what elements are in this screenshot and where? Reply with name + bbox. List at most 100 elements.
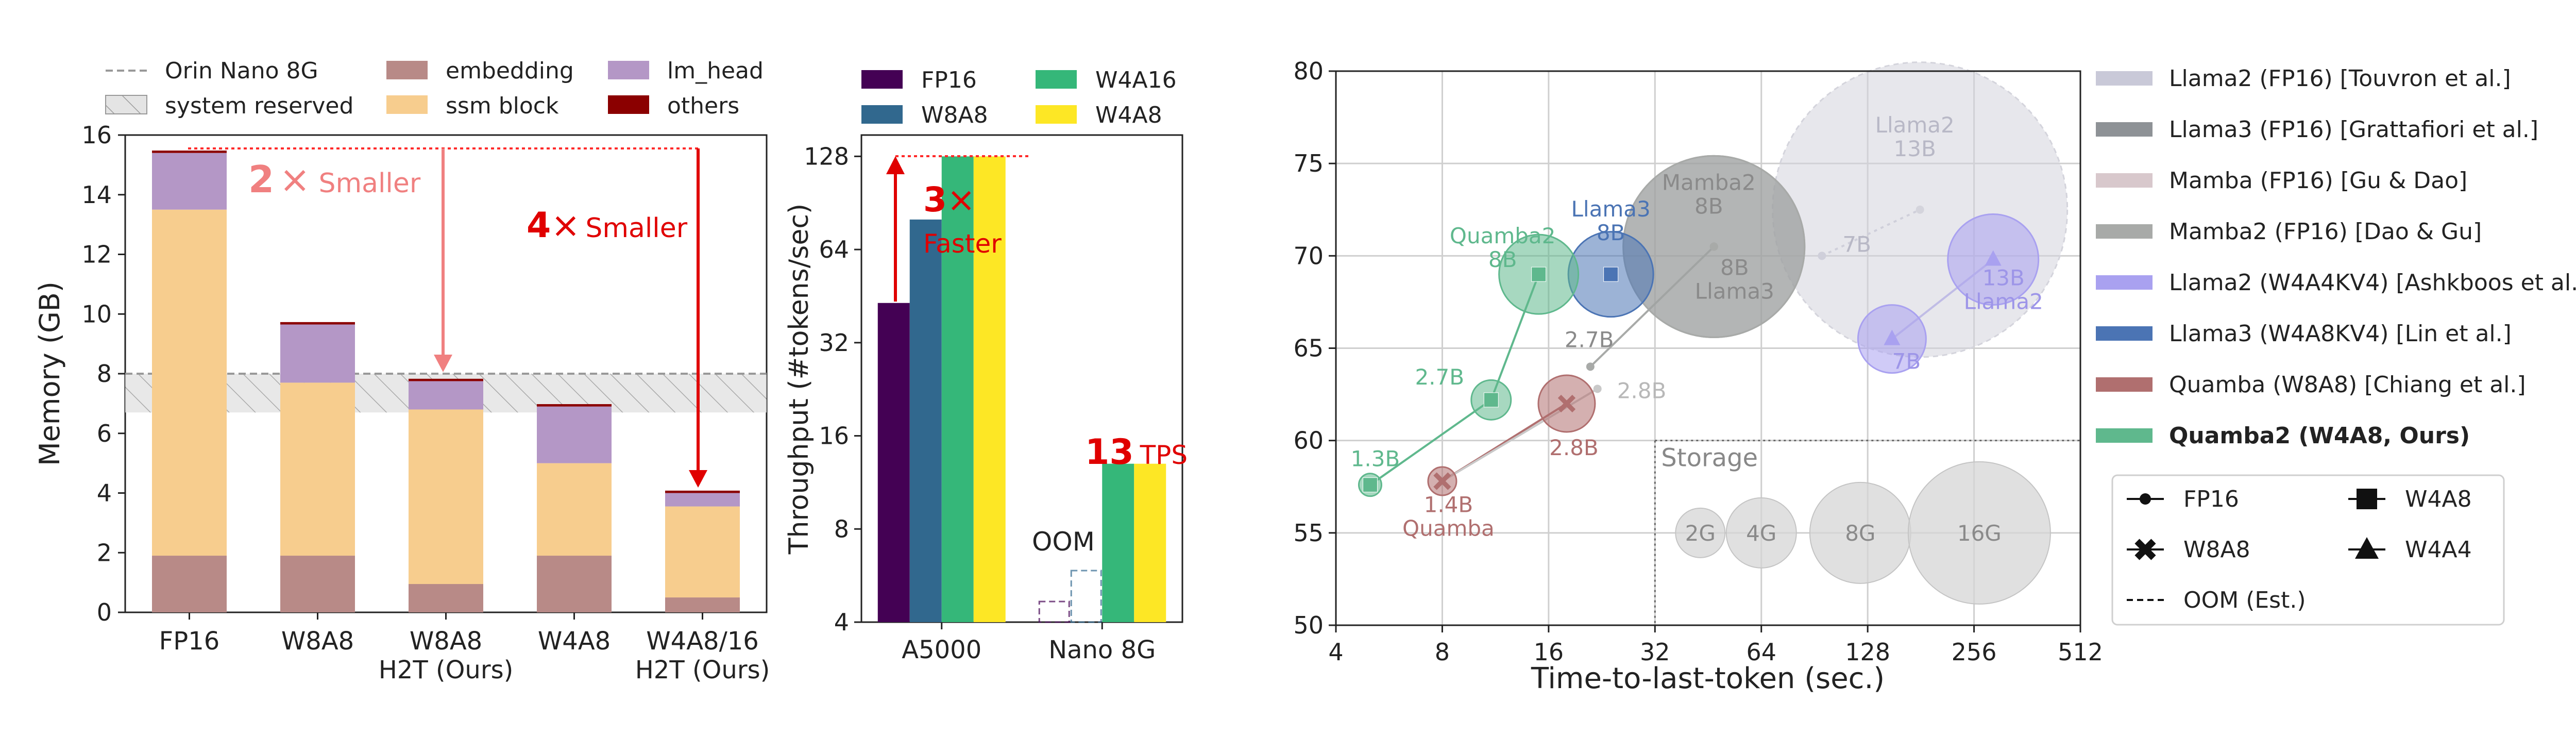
point-label: 7B (1892, 349, 1921, 374)
x-tick-line: H2T (Ours) (635, 656, 770, 685)
y-tick-label: 32 (819, 329, 849, 357)
storage-size-circle (1675, 507, 1726, 558)
x-tick-label: 16 (1534, 638, 1564, 666)
point-label-line: 8B (1597, 220, 1625, 245)
x-tick-line: W4A8/16 (646, 627, 759, 656)
annotation-2x-smaller: 2 × Smaller (248, 158, 421, 201)
annotation-3x-factor: 3× (923, 180, 975, 220)
y-tick-label: 10 (81, 300, 112, 328)
square-marker (1531, 266, 1547, 282)
point-label-line: 1.4B (1424, 492, 1473, 518)
bar-embedding (409, 584, 483, 612)
x-tick-line: W8A8 (410, 627, 482, 656)
point-label: 2.8B (1617, 378, 1667, 403)
square-marker (1603, 266, 1619, 282)
y-tick-label: 0 (97, 598, 112, 626)
marker-w8a8-icon (2134, 539, 2156, 560)
legend-embedding-swatch (386, 61, 428, 79)
point-label-line: Llama2 (1964, 289, 2043, 314)
bar-w4a16 (941, 156, 974, 622)
legend-w4a16-label: W4A16 (1095, 67, 1177, 93)
legend-others-label: others (667, 93, 739, 119)
throughput-legend: FP16 W8A8 W4A16 W4A8 (861, 67, 1177, 128)
point-label: 1.3B (1351, 446, 1400, 472)
y-tick-label: 16 (81, 121, 112, 149)
legend-lm-head-swatch (608, 61, 649, 79)
point-label: 1.4B Quamba (1402, 492, 1495, 541)
x-tick-label: W4A8 (538, 627, 611, 656)
legend-system-reserved-swatch (105, 95, 147, 114)
legend-others-swatch (608, 95, 649, 114)
legend-orin-nano-label: Orin Nano 8G (165, 58, 318, 84)
y-tick-label: 65 (1293, 335, 1324, 362)
x-tick-label: W8A8 (281, 627, 354, 656)
bar-ssm-block (537, 463, 612, 556)
point-label-line: 2.8B (1549, 435, 1599, 460)
point-label: 2.7B (1415, 364, 1464, 390)
throughput-y-ticks: 4 8 16 32 64 128 (804, 142, 861, 636)
point-label-line: Mamba2 (1662, 170, 1756, 195)
circle-marker (1709, 242, 1718, 251)
circle-marker (1916, 205, 1924, 214)
bar-others (409, 378, 483, 381)
square-marker (1483, 392, 1499, 408)
legend-w8a8-label: W8A8 (921, 102, 988, 128)
bar-others (280, 322, 355, 325)
x-tick-label: Nano 8G (1048, 636, 1156, 664)
legend-swatch (2096, 173, 2153, 188)
x-tick-label: A5000 (902, 636, 981, 664)
bar-embedding (537, 556, 612, 612)
bar-ssm-block (409, 409, 483, 585)
x-tick-label: 128 (1845, 638, 1890, 666)
storage-size-label: 2G (1685, 521, 1716, 546)
legend-label: Quamba (W8A8) [Chiang et al.] (2169, 372, 2526, 398)
point-label-line: 8B (1694, 193, 1723, 219)
bar-others (537, 404, 612, 407)
point-label: 8B Llama3 (1695, 255, 1774, 304)
point-label-line: Llama3 (1695, 278, 1774, 304)
bar-w4a16 (1102, 463, 1134, 622)
y-tick-label: 4 (97, 479, 112, 507)
point-label-line: 7B (1842, 231, 1871, 257)
legend-swatch (2096, 122, 2153, 137)
bar-ssm-block (152, 209, 227, 556)
bar-others (665, 490, 740, 493)
legend-lm-head-label: lm_head (667, 58, 764, 84)
marker-w8a8-label: W8A8 (2183, 537, 2250, 563)
memory-legend: Orin Nano 8G system reserved embedding s… (105, 58, 764, 119)
storage-size-circle (1725, 497, 1797, 569)
legend-label: Llama2 (W4A4KV4) [Ashkboos et al.] (2169, 270, 2576, 296)
y-tick-label: 14 (81, 181, 112, 209)
point-label: 13B Llama2 (1964, 265, 2043, 314)
circle-marker (1586, 362, 1595, 371)
annotation-13-tps: 13 TPS (1085, 432, 1188, 473)
annotation-4x-smaller: 4× Smaller (527, 205, 688, 246)
oom-label: OOM (1032, 527, 1095, 557)
point-label-line: Llama3 (1571, 196, 1651, 222)
legend-ssm-block-swatch (386, 95, 428, 114)
marker-legend-frame (2111, 474, 2505, 626)
y-tick-label: 50 (1293, 611, 1324, 639)
legend-swatch (2096, 71, 2153, 86)
point-label: Llama3 8B (1571, 196, 1651, 245)
legend-swatch (2096, 377, 2153, 392)
x-tick-label: 32 (1640, 638, 1670, 666)
legend-system-reserved-label: system reserved (165, 93, 353, 119)
marker-legend: FP16 W4A8 W8A8 W4A4 OOM (Est.) (2111, 474, 2505, 626)
memory-x-ticks: FP16 W8A8 W8A8 H2T (Ours)W4A8 W4A8/16 H2T (Ou… (159, 612, 770, 685)
memory-y-ticks: 0 2 4 6 8 10 12 14 16 (81, 121, 125, 626)
bar-lm-head (409, 381, 483, 410)
x-tick-line: W8A8 (281, 627, 354, 656)
legend-swatch (2096, 224, 2153, 239)
bar-w4a8 (973, 156, 1006, 622)
bar-embedding (280, 556, 355, 612)
x-tick-label: 4 (1328, 638, 1343, 666)
bar-w4a8 (1134, 463, 1166, 622)
x-tick-line: FP16 (159, 627, 220, 656)
point-label: 7B (1842, 231, 1871, 257)
point-label-line: Llama2 (1875, 112, 1955, 138)
triangle-marker (1884, 329, 1901, 345)
legend-swatch (2096, 275, 2153, 290)
legend-label: Llama3 (W4A8KV4) [Lin et al.] (2169, 321, 2512, 347)
